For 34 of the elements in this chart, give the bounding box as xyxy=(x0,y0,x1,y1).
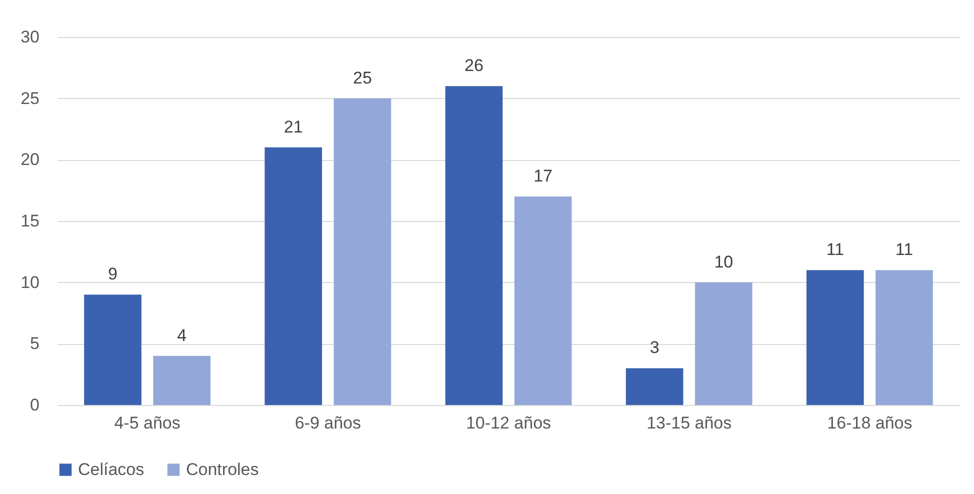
bar xyxy=(626,368,684,405)
bar xyxy=(84,294,142,405)
y-tick-label: 10 xyxy=(20,272,40,292)
y-tick-label: 5 xyxy=(30,334,40,354)
bar xyxy=(876,270,933,405)
data-label: 10 xyxy=(714,252,734,272)
x-tick-label: 16-18 años xyxy=(827,414,912,432)
data-label: 21 xyxy=(284,117,303,136)
bar xyxy=(334,98,392,405)
data-label: 3 xyxy=(650,338,660,358)
x-tick-label: 13-15 años xyxy=(646,414,732,432)
data-label: 17 xyxy=(534,166,552,186)
y-tick-label: 15 xyxy=(20,212,40,230)
bar xyxy=(445,86,503,405)
legend-label: Controles xyxy=(186,460,259,479)
bar xyxy=(694,282,752,405)
x-tick-label: 10-12 años xyxy=(466,414,552,432)
data-label: 11 xyxy=(826,240,844,260)
x-tick-label: 4-5 años xyxy=(114,414,180,432)
y-tick-label: 0 xyxy=(30,396,40,414)
data-label: 9 xyxy=(108,264,118,284)
y-tick-label: 30 xyxy=(20,28,40,46)
data-label: 11 xyxy=(895,240,914,260)
bar xyxy=(153,356,211,405)
bar xyxy=(514,196,572,405)
x-tick-label: 6-9 años xyxy=(294,414,361,432)
y-tick-label: 20 xyxy=(20,150,40,170)
data-label: 25 xyxy=(352,68,372,88)
bar xyxy=(264,147,322,405)
legend-label: Celíacos xyxy=(78,460,144,479)
data-label: 26 xyxy=(464,56,484,76)
bar xyxy=(806,270,864,405)
data-label: 4 xyxy=(177,326,187,345)
y-tick-label: 25 xyxy=(20,88,40,108)
